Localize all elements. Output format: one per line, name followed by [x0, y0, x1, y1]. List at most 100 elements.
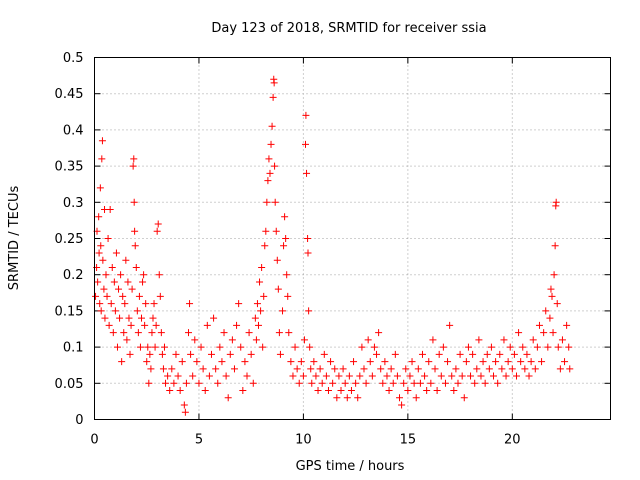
data-point [387, 365, 395, 373]
data-point [460, 394, 468, 402]
data-point [454, 379, 462, 387]
data-point [261, 242, 269, 250]
data-point [265, 155, 273, 163]
data-point [207, 350, 215, 358]
data-point [345, 372, 353, 380]
data-point [512, 372, 520, 380]
data-point [214, 379, 222, 387]
data-point [205, 372, 213, 380]
y-axis-title: SRMTID / TECUs [7, 186, 22, 291]
data-point [109, 329, 117, 337]
data-point [164, 372, 172, 380]
data-point [233, 321, 241, 329]
y-tick-label: 0.4 [63, 123, 84, 138]
data-point [547, 285, 555, 293]
data-point [129, 162, 137, 170]
data-point [160, 343, 168, 351]
x-tick-label: 10 [295, 433, 312, 448]
data-point [558, 336, 566, 344]
data-point [195, 379, 203, 387]
data-point [396, 394, 404, 402]
data-point [406, 372, 414, 380]
data-point [259, 343, 267, 351]
data-point [300, 336, 308, 344]
data-point [120, 329, 128, 337]
data-point [130, 155, 138, 163]
data-point [150, 300, 158, 308]
data-point [97, 242, 105, 250]
data-point [510, 350, 518, 358]
data-point [529, 336, 537, 344]
y-tick-label: 0.3 [63, 196, 84, 211]
data-point [105, 321, 113, 329]
data-point [561, 358, 569, 366]
data-point [226, 350, 234, 358]
data-point [331, 365, 339, 373]
data-point [542, 307, 550, 315]
data-point [427, 379, 435, 387]
data-point [187, 350, 195, 358]
data-point [433, 387, 441, 395]
y-tick-label: 0.2 [63, 268, 84, 283]
data-point [182, 379, 190, 387]
data-point [554, 343, 562, 351]
data-point [151, 343, 159, 351]
data-point [253, 300, 261, 308]
data-point [141, 321, 149, 329]
data-point [362, 379, 370, 387]
data-point [412, 394, 420, 402]
data-point [305, 307, 313, 315]
data-point [153, 227, 161, 235]
data-point [519, 343, 527, 351]
data-point [439, 343, 447, 351]
data-point [500, 336, 508, 344]
data-point [421, 372, 429, 380]
data-point [272, 227, 280, 235]
data-point [487, 343, 495, 351]
grid [94, 57, 611, 420]
data-point [469, 350, 477, 358]
data-point [101, 314, 109, 322]
data-point [119, 292, 127, 300]
data-point [341, 379, 349, 387]
data-point [111, 307, 119, 315]
data-point [343, 394, 351, 402]
data-point [521, 365, 529, 373]
data-point [197, 343, 205, 351]
data-point [308, 379, 316, 387]
data-point [98, 155, 106, 163]
data-point [295, 379, 303, 387]
data-point [425, 358, 433, 366]
data-point [310, 358, 318, 366]
data-point [271, 198, 279, 206]
data-point [496, 350, 504, 358]
data-point [185, 329, 193, 337]
data-point [291, 343, 299, 351]
data-point [408, 358, 416, 366]
data-point [103, 292, 111, 300]
data-point [98, 137, 106, 145]
data-point [249, 379, 257, 387]
data-point [267, 140, 275, 148]
data-point [552, 198, 560, 206]
data-point [181, 408, 189, 416]
data-point [143, 358, 151, 366]
plot-frame [94, 57, 611, 420]
data-point [144, 343, 152, 351]
data-points [92, 75, 574, 416]
data-point [108, 263, 116, 271]
data-point [441, 379, 449, 387]
data-point [243, 372, 251, 380]
data-point [201, 387, 209, 395]
data-point [517, 358, 525, 366]
data-point [178, 358, 186, 366]
data-point [490, 372, 498, 380]
data-point [230, 365, 238, 373]
data-point [218, 358, 226, 366]
data-point [477, 372, 485, 380]
data-point [410, 379, 418, 387]
data-point [269, 93, 277, 101]
x-axis-title: GPS time / hours [296, 459, 405, 474]
data-point [162, 379, 170, 387]
